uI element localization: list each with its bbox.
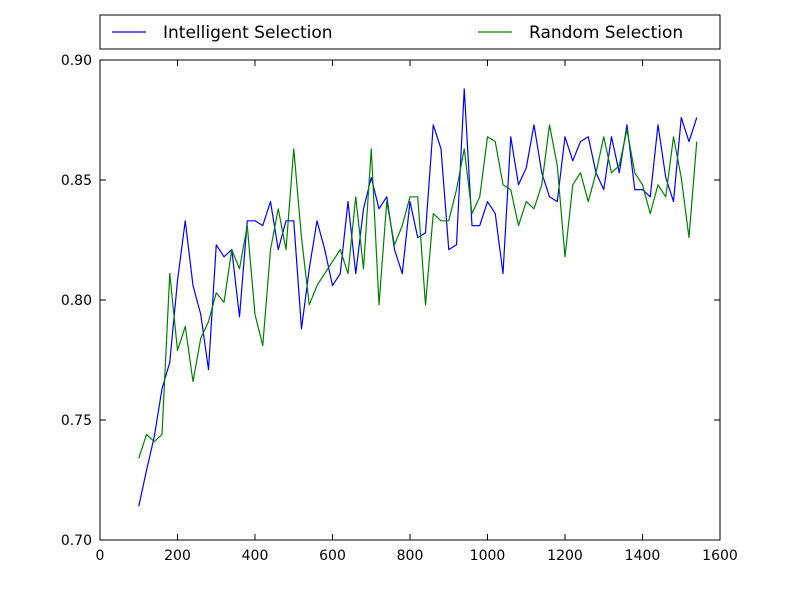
x-tick-label: 1000 <box>470 548 506 564</box>
x-tick-label: 200 <box>164 548 191 564</box>
x-tick-label: 1200 <box>547 548 583 564</box>
x-tick-label: 400 <box>242 548 269 564</box>
axis-ticks: 0 200 400 600 800 1000 1200 1400 1600 0.70 0.75 0.8… <box>61 53 738 564</box>
x-tick-label: 600 <box>319 548 346 564</box>
legend: Intelligent Selection Random Selection <box>99 14 721 50</box>
y-tick-label: 0.90 <box>61 53 92 69</box>
legend-label-random: Random Selection <box>529 23 683 43</box>
legend-box <box>99 14 721 50</box>
series-line-random-selection <box>138 124 698 459</box>
x-tick-label: 800 <box>397 548 424 564</box>
y-tick-label: 0.85 <box>61 173 92 189</box>
y-tick-label: 0.70 <box>61 533 92 549</box>
series-lines <box>138 88 698 507</box>
x-tick-label: 0 <box>96 548 105 564</box>
x-tick-label: 1600 <box>702 548 738 564</box>
y-tick-label: 0.75 <box>61 413 92 429</box>
x-tick-label: 1400 <box>625 548 661 564</box>
y-tick-label: 0.80 <box>61 293 92 309</box>
legend-label-intelligent: Intelligent Selection <box>163 23 333 43</box>
